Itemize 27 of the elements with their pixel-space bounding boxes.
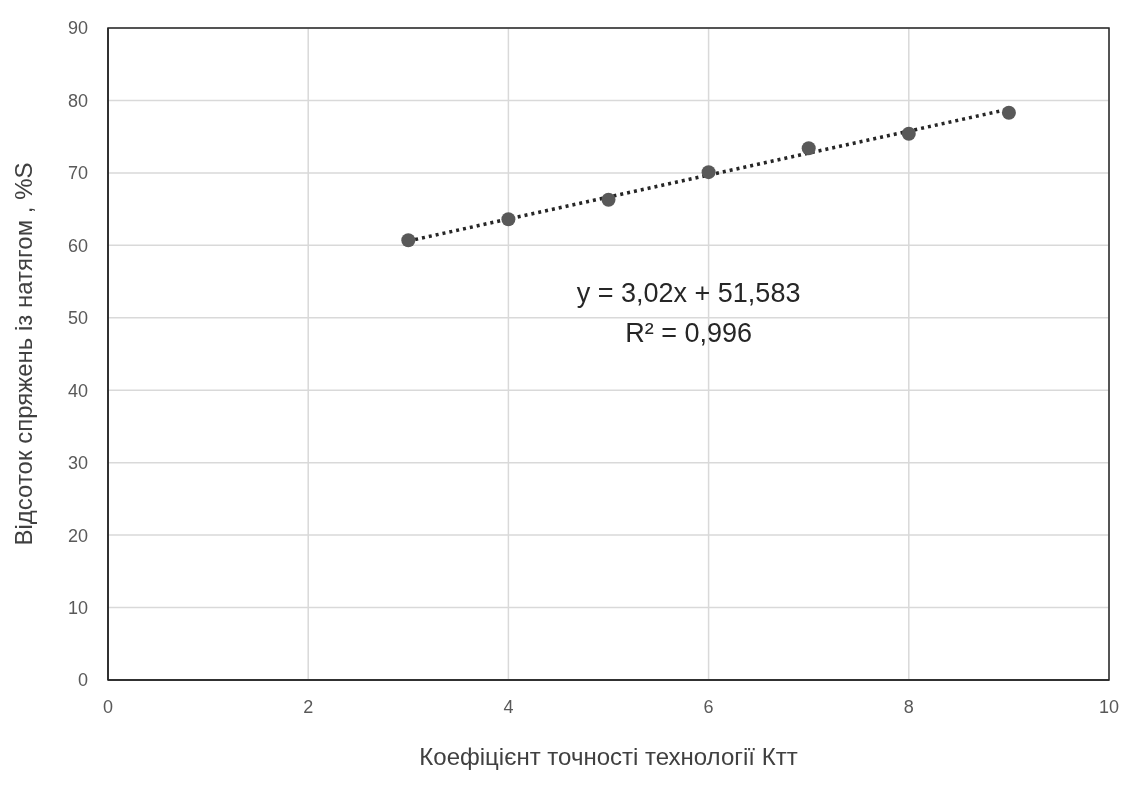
y-tick-label: 10: [67, 597, 88, 618]
point: [801, 141, 816, 156]
y-tick-label: 60: [67, 235, 88, 256]
y-axis-title: Відсоток спряжень із натягом , %S: [9, 162, 37, 546]
x-tick-label: 6: [703, 696, 714, 717]
y-tick-label: 20: [67, 525, 88, 546]
annotation: y = 3,02x + 51,583: [576, 277, 801, 308]
x-tick-label: 10: [1098, 696, 1120, 717]
point: [601, 192, 616, 207]
point: [901, 126, 916, 141]
x-tick-label: 2: [303, 696, 314, 717]
y-tick-label: 50: [67, 308, 88, 329]
x-tick-label: 0: [102, 696, 114, 717]
x-tick-label: 8: [903, 696, 914, 717]
y-tick-label: 90: [67, 18, 88, 39]
y-tick-label: 0: [77, 670, 88, 691]
x-axis-title: Коефіцієнт точності технології Ктт: [419, 743, 798, 770]
point: [501, 212, 516, 227]
y-tick-label: 40: [67, 380, 88, 401]
point: [701, 165, 716, 180]
y-tick-label: 70: [67, 163, 88, 184]
annotation: R² = 0,996: [625, 317, 752, 348]
y-tick-label: 30: [67, 453, 88, 474]
point: [401, 233, 416, 248]
point: [1001, 105, 1016, 120]
x-tick-label: 4: [503, 696, 514, 717]
y-tick-label: 80: [67, 90, 88, 111]
